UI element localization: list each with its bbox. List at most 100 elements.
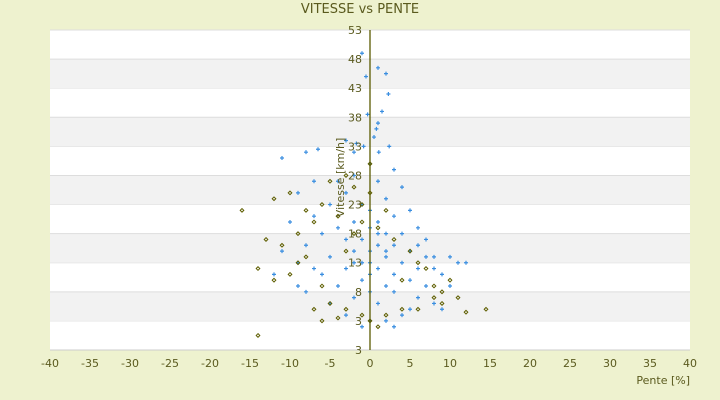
- data-point-series-1: [320, 231, 324, 236]
- x-tick-label: -30: [121, 357, 139, 370]
- data-point-series-2: [359, 202, 365, 208]
- x-tick-label: -25: [161, 357, 179, 370]
- data-point-series-1: [400, 313, 404, 318]
- data-point-series-2: [343, 248, 349, 254]
- data-point-series-2: [303, 207, 309, 213]
- x-tick-label: 10: [443, 357, 457, 370]
- data-point-series-1: [296, 284, 300, 288]
- data-point-series-1: [424, 284, 428, 288]
- data-point-series-1: [374, 126, 379, 131]
- data-point-series-2: [351, 184, 357, 190]
- data-point-series-1: [416, 295, 420, 300]
- data-point-series-2: [263, 236, 269, 242]
- data-point-series-1: [280, 249, 284, 254]
- data-point-series-1: [380, 109, 384, 114]
- data-point-series-1: [304, 289, 308, 294]
- y-tick-label: 13: [348, 257, 362, 270]
- data-point-series-2: [335, 213, 341, 219]
- data-point-series-2: [423, 266, 429, 272]
- data-point-series-1: [352, 295, 356, 300]
- data-point-series-1: [440, 307, 444, 312]
- data-point-series-2: [375, 225, 381, 231]
- data-point-series-1: [344, 313, 348, 318]
- data-point-series-1: [354, 141, 359, 146]
- y-axis-label: Vitesse [km/h]: [334, 138, 347, 218]
- x-tick-label: -5: [325, 357, 336, 370]
- data-point-series-2: [319, 202, 325, 208]
- data-point-series-2: [407, 248, 413, 254]
- data-point-series-2: [439, 300, 445, 306]
- data-point-series-1: [360, 237, 364, 242]
- data-point-series-1: [384, 318, 388, 323]
- data-point-series-1: [376, 301, 380, 306]
- data-point-series-1: [376, 65, 380, 70]
- data-point-series-1: [408, 278, 412, 283]
- data-point-series-1: [448, 284, 452, 288]
- y-tick-label: 53: [348, 24, 362, 37]
- data-point-series-1: [288, 220, 292, 224]
- data-point-series-2: [271, 277, 277, 283]
- y-tick-label: 33: [348, 140, 362, 153]
- y-tick-label: 3: [355, 315, 362, 328]
- data-point-series-2: [359, 312, 365, 318]
- data-point-series-2: [455, 295, 461, 301]
- x-tick-label: -35: [81, 357, 99, 370]
- data-point-series-1: [376, 220, 380, 224]
- data-point-series-2: [431, 283, 437, 289]
- x-tick-label: 15: [483, 357, 497, 370]
- data-point-series-2: [303, 254, 309, 260]
- data-point-series-1: [384, 196, 388, 201]
- data-point-series-1: [304, 243, 308, 248]
- data-point-series-2: [351, 231, 357, 237]
- x-tick-label: 20: [523, 357, 537, 370]
- y-tick-label: 43: [348, 82, 362, 95]
- data-point-series-1: [384, 254, 388, 259]
- data-point-series-2: [295, 260, 301, 266]
- data-point-series-1: [328, 202, 332, 207]
- data-point-series-1: [416, 243, 420, 248]
- data-point-series-1: [352, 220, 356, 224]
- data-point-series-1: [400, 231, 404, 236]
- data-point-series-2: [239, 207, 245, 213]
- data-point-series-1: [312, 214, 316, 219]
- data-point-series-2: [311, 306, 317, 312]
- data-point-series-1: [352, 150, 356, 155]
- y-tick-label: 23: [348, 199, 362, 212]
- data-point-series-1: [376, 121, 380, 126]
- data-point-series-1: [280, 156, 284, 160]
- x-tick-label: -20: [201, 357, 219, 370]
- data-point-series-2: [279, 242, 285, 248]
- x-tick-label: 40: [683, 357, 697, 370]
- x-tick-label: 25: [563, 357, 577, 370]
- data-point-series-2: [319, 318, 325, 324]
- data-point-series-1: [360, 278, 364, 283]
- data-point-series-1: [408, 208, 412, 213]
- data-point-series-1: [386, 92, 391, 96]
- data-point-series-1: [416, 266, 420, 271]
- data-point-series-2: [343, 306, 349, 312]
- data-point-series-1: [352, 249, 356, 254]
- x-tick-label: 5: [407, 357, 414, 370]
- data-point-series-1: [352, 260, 356, 265]
- data-point-series-1: [384, 71, 388, 76]
- data-point-series-2: [287, 190, 293, 196]
- data-point-series-2: [287, 271, 293, 277]
- data-point-series-1: [392, 243, 396, 248]
- data-point-series-1: [376, 266, 380, 271]
- y-tick-label: 8: [355, 286, 362, 299]
- data-point-series-1: [376, 243, 380, 248]
- data-point-series-1: [360, 324, 364, 329]
- data-point-series-1: [336, 179, 340, 184]
- data-point-series-1: [360, 260, 364, 265]
- x-axis-label: Pente [%]: [636, 374, 690, 387]
- data-point-series-2: [255, 266, 261, 272]
- data-point-series-2: [483, 306, 489, 312]
- data-point-series-1: [432, 254, 436, 259]
- data-point-series-1: [400, 260, 404, 265]
- data-point-series-1: [296, 190, 300, 195]
- data-point-series-2: [447, 277, 453, 283]
- y-tick-label: 38: [348, 111, 362, 124]
- data-point-series-1: [320, 272, 324, 277]
- data-point-series-1: [352, 173, 356, 178]
- data-point-series-2: [415, 260, 421, 266]
